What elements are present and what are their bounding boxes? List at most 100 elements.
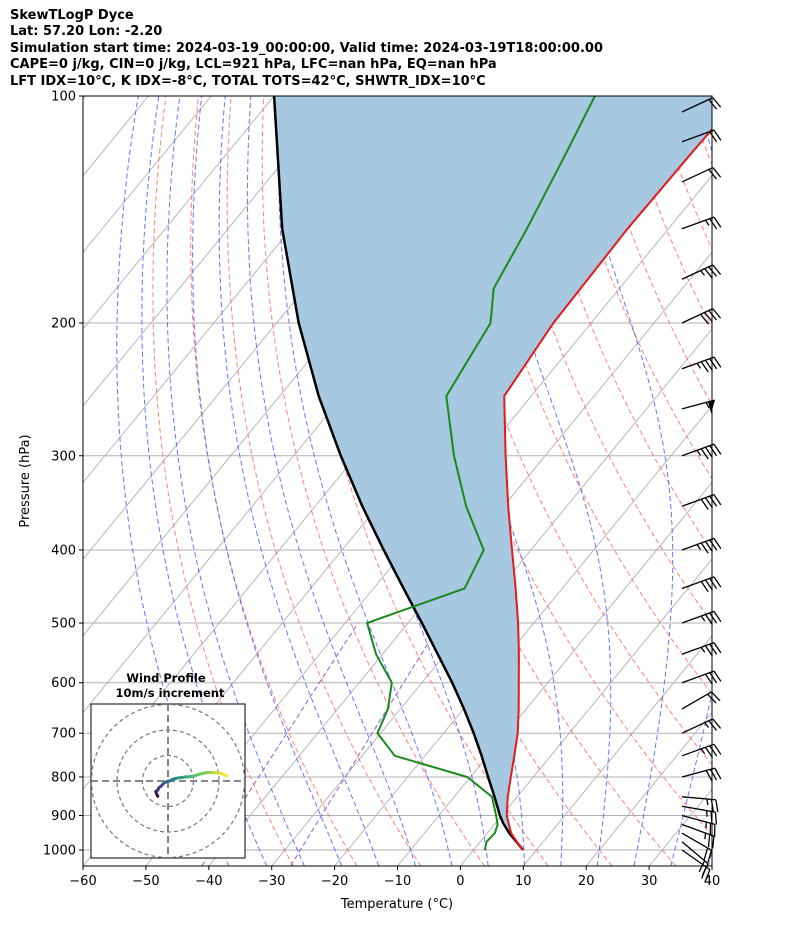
wind-barb-staff [681,823,715,837]
cin-shading [274,96,712,850]
wind-barb-staff [681,97,714,113]
wind-barb-half [700,748,706,755]
wind-barb-staff [681,642,715,655]
wind-barb-full [709,218,718,230]
x-tick-label: 20 [578,874,595,889]
wind-barb-full [714,812,718,825]
wind-barb [681,691,721,710]
x-tick-label: −40 [195,874,222,889]
wind-barb-full [700,313,709,325]
moist-adiabat [246,96,416,866]
chart-header: SkewTLogP Dyce Lat: 57.20 Lon: -2.20 Sim… [10,8,603,90]
wind-barb [681,443,722,460]
wind-barb-staff [681,166,714,183]
wind-barb-full [712,97,722,108]
wind-barb-full [704,645,713,657]
wind-barb-full [700,361,709,373]
wind-barb-half [704,722,710,728]
inset-subtitle: 10m/s increment [116,686,225,700]
isotherm-line [208,251,712,866]
wind-barb-full [700,542,709,554]
wind-barb-staff [681,129,715,143]
wind-barb-full [709,445,718,457]
wind-barb [681,823,715,849]
wind-barb-full [708,720,718,731]
wind-barb-full [713,129,722,141]
wind-barb-full [715,799,719,813]
moist-adiabat [474,96,612,866]
wind-barb-full [702,863,709,875]
dry-adiabat [190,96,358,866]
wind-barb-full [704,869,711,882]
wind-barb-half [700,646,706,653]
wind-barb [681,537,722,554]
wind-barb-half [705,402,710,409]
wind-barb-full [704,579,713,591]
wind-barb-staff [681,796,716,801]
wind-barb-staff [681,494,715,507]
profile-series [272,96,712,851]
moist-adiabat [166,96,305,866]
x-tick-label: 10 [515,874,532,889]
wind-barb-full [704,614,713,626]
wind-profile-inset: Wind Profile 10m/s increment [90,671,246,859]
dry-adiabat [393,96,712,837]
isotherm-line [83,96,86,100]
x-tick-label: −20 [321,874,348,889]
wind-barb-full [709,672,718,684]
wind-barb-full [713,743,722,755]
x-tick-label: 0 [456,874,464,889]
isotherm-line [522,635,712,866]
wind-barb [681,216,722,230]
wind-barb-staff [681,814,716,825]
wind-barb-full [713,443,722,455]
x-tick-label: −50 [132,874,159,889]
wind-barb-full [708,99,718,110]
wind-barb-staff [681,718,714,734]
simulation-times: Simulation start time: 2024-03-19_00:00:… [10,40,603,56]
wind-barb-full [708,310,718,321]
wind-barb-flag [708,400,715,414]
hodograph-segment [222,773,229,778]
y-tick-label: 200 [51,316,76,331]
wind-barb-staff [681,308,714,324]
moist-adiabat [218,96,380,866]
moist-adiabat [278,96,453,866]
wind-barb-staff [681,443,715,457]
wind-barb-full [712,718,722,729]
wind-barb-full [712,264,722,275]
y-tick-label: 300 [51,449,76,464]
wind-barb [681,814,716,837]
wind-barb-staff [681,841,709,865]
wind-barb-half [704,219,710,226]
wind-barb-full [709,612,718,624]
wind-barb-full [704,446,713,458]
wind-barb-full [700,581,709,593]
wind-barb-full [700,448,709,460]
wind-barb-full [713,611,722,623]
y-tick-label: 600 [51,676,76,691]
wind-barb-full [709,539,718,551]
y-tick-label: 900 [51,809,76,824]
hodograph [91,704,245,858]
wind-barb-full [709,578,718,590]
wind-barb [681,97,722,113]
wind-barb-full [707,834,711,847]
wind-barb-full [709,643,718,655]
wind-barb-full [709,131,718,143]
wind-barb [681,743,722,758]
wind-barb-half [704,832,707,840]
isotherm-line [83,96,338,407]
wind-barb [681,308,722,325]
wind-barb-full [704,268,713,279]
moist-adiabat [707,849,712,866]
wind-barb-staff [681,576,715,590]
cape-region [274,96,712,850]
wind-barb-full [709,495,718,507]
wind-barb-full [704,312,713,323]
wind-barb [681,670,722,685]
isotherm-line [334,405,712,866]
wind-barb-full [713,494,722,506]
isotherm-line [775,96,794,866]
